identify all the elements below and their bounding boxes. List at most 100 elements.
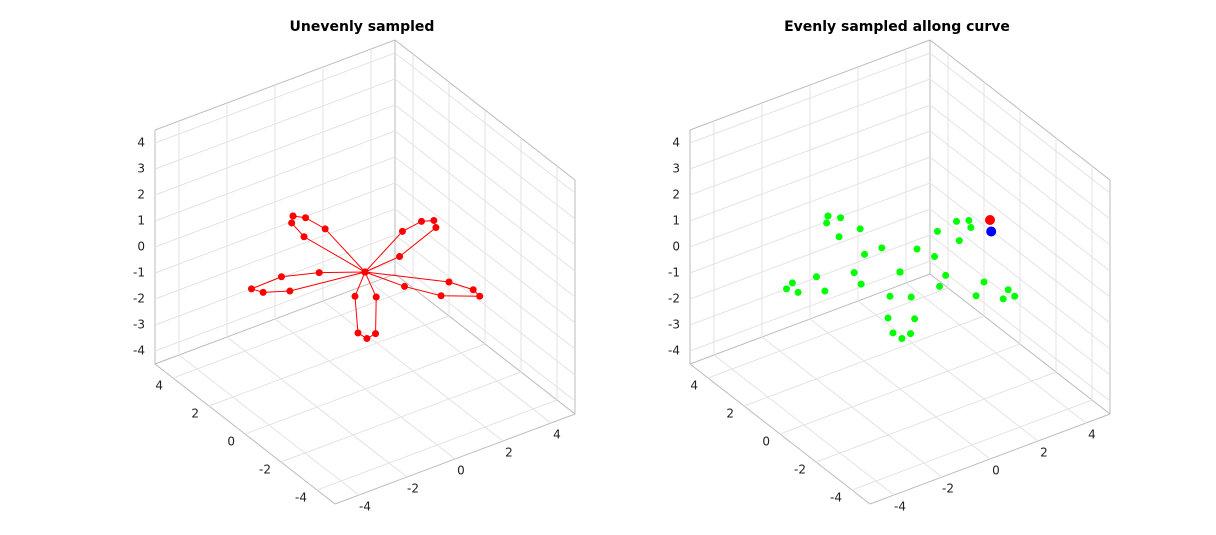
point [794, 288, 802, 296]
point [289, 212, 297, 220]
grid-line [154, 208, 396, 300]
point [965, 216, 973, 224]
grid-line [322, 300, 504, 442]
z-tick-label: -1 [668, 266, 680, 280]
grid-line [154, 260, 396, 352]
point [898, 335, 906, 343]
grid-line [761, 336, 943, 478]
point [398, 227, 406, 235]
point [469, 286, 477, 294]
point [351, 292, 359, 300]
grid-line [905, 282, 1087, 424]
point [907, 330, 915, 338]
grid-line [154, 234, 396, 326]
point [396, 253, 404, 261]
y-tick-label: -2 [407, 482, 419, 496]
z-tick-label: 4 [672, 136, 680, 150]
grid-line [929, 208, 1111, 350]
grid-line [857, 300, 1039, 442]
point [300, 233, 308, 241]
z-tick-label: 1 [672, 214, 680, 228]
grid-line [689, 260, 931, 352]
point [861, 250, 869, 258]
point [315, 269, 323, 277]
grid-line [689, 208, 931, 300]
point [372, 330, 380, 338]
point [936, 282, 944, 290]
point [788, 279, 796, 287]
grid-line [929, 130, 1111, 272]
z-tick-label: 4 [137, 136, 145, 150]
point [857, 280, 865, 288]
point [933, 227, 941, 235]
grid-line [394, 234, 576, 376]
point [886, 292, 894, 300]
grid-line [809, 318, 991, 460]
grid-line [713, 354, 895, 496]
point [823, 219, 831, 227]
grid-line [394, 182, 576, 324]
grid-line [178, 354, 360, 496]
x-tick-label: 0 [227, 435, 235, 449]
point [835, 233, 843, 241]
point [286, 287, 294, 295]
point [972, 292, 980, 300]
grid-line [394, 52, 576, 194]
chart-title: Evenly sampled allong curve [784, 19, 1010, 35]
point [363, 335, 371, 343]
grid-line [394, 260, 576, 402]
z-tick-label: -3 [133, 318, 145, 332]
point [985, 215, 995, 225]
grid-line [154, 52, 396, 144]
z-tick-label: -3 [668, 318, 680, 332]
point [782, 285, 790, 293]
grid-line [689, 52, 931, 144]
y-tick-label: 0 [457, 464, 465, 478]
point [824, 212, 832, 220]
z-tick-label: -2 [133, 292, 145, 306]
point [1011, 292, 1019, 300]
point [302, 214, 310, 222]
point [401, 282, 409, 290]
point [812, 273, 820, 281]
z-tick-label: 3 [137, 162, 145, 176]
grid-line [394, 104, 576, 246]
point [967, 224, 975, 232]
z-tick-label: 0 [137, 240, 145, 254]
grid-line [929, 104, 1111, 246]
z-tick-label: 3 [672, 162, 680, 176]
point [445, 278, 453, 286]
grid-line [929, 78, 1111, 220]
grid-line [394, 156, 576, 298]
grid-line [154, 156, 396, 248]
point [437, 292, 445, 300]
grid-line [689, 104, 931, 196]
z-tick-label: -4 [668, 344, 680, 358]
point [821, 287, 829, 295]
point [896, 268, 904, 276]
grid-line [394, 208, 576, 350]
grid-line [394, 130, 576, 272]
point [418, 217, 426, 225]
grid-line [154, 182, 396, 274]
y-tick-label: -2 [942, 482, 954, 496]
y-tick-label: -4 [359, 500, 371, 514]
point [361, 268, 369, 276]
grid-line [154, 78, 396, 170]
x-tick-label: -4 [830, 491, 842, 505]
y-tick-label: 2 [1040, 446, 1048, 460]
point [476, 292, 484, 300]
grid-line [929, 182, 1111, 324]
x-tick-label: 4 [155, 379, 163, 393]
point [907, 293, 915, 301]
grid-line [689, 156, 931, 248]
z-tick-label: 2 [137, 188, 145, 202]
z-tick-label: -1 [133, 266, 145, 280]
curve-line [249, 215, 481, 340]
x-tick-label: -2 [794, 463, 806, 477]
z-tick-label: 1 [137, 214, 145, 228]
y-tick-label: 2 [505, 446, 513, 460]
chart-title: Unevenly sampled [290, 19, 435, 35]
z-tick-label: -2 [668, 292, 680, 306]
grid-line [929, 234, 1111, 376]
